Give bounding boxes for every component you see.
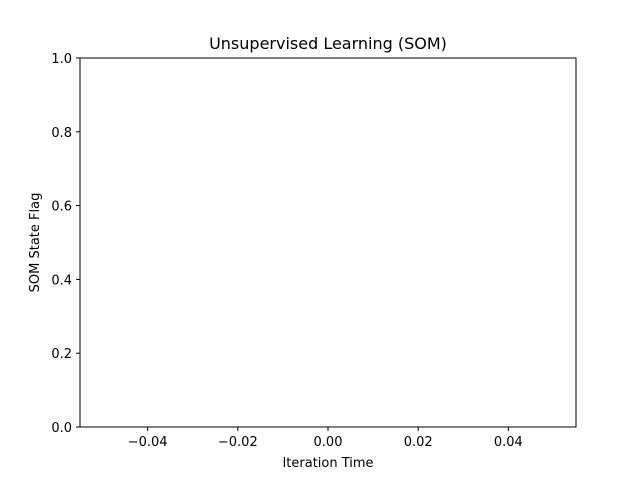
x-axis-ticks: −0.04 −0.02 0.00 0.02 0.04 [128, 427, 523, 450]
x-tick-label: 0.00 [314, 435, 343, 450]
axes-frame [79, 57, 577, 428]
x-tick-label: 0.02 [404, 435, 433, 450]
y-tick-label: 1.0 [51, 52, 72, 67]
x-axis-label: Iteration Time [282, 456, 373, 471]
y-tick-label: 0.4 [51, 273, 72, 288]
y-tick-label: 0.8 [51, 126, 72, 141]
chart-title: Unsupervised Learning (SOM) [209, 34, 447, 53]
x-tick-label: −0.02 [218, 435, 258, 450]
y-axis-label: SOM State Flag [28, 193, 43, 293]
y-tick-label: 0.0 [51, 421, 72, 436]
y-axis-ticks: 0.0 0.2 0.4 0.6 0.8 1.0 [51, 52, 80, 436]
y-tick-label: 0.2 [51, 347, 72, 362]
y-tick-label: 0.6 [51, 200, 72, 215]
x-tick-label: −0.04 [128, 435, 168, 450]
x-tick-label: 0.04 [494, 435, 523, 450]
